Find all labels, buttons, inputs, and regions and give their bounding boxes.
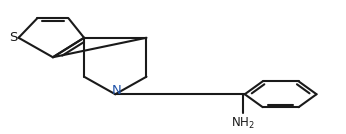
Text: NH$_2$: NH$_2$ [231, 116, 255, 131]
Text: S: S [9, 31, 17, 44]
Text: N: N [112, 85, 122, 98]
